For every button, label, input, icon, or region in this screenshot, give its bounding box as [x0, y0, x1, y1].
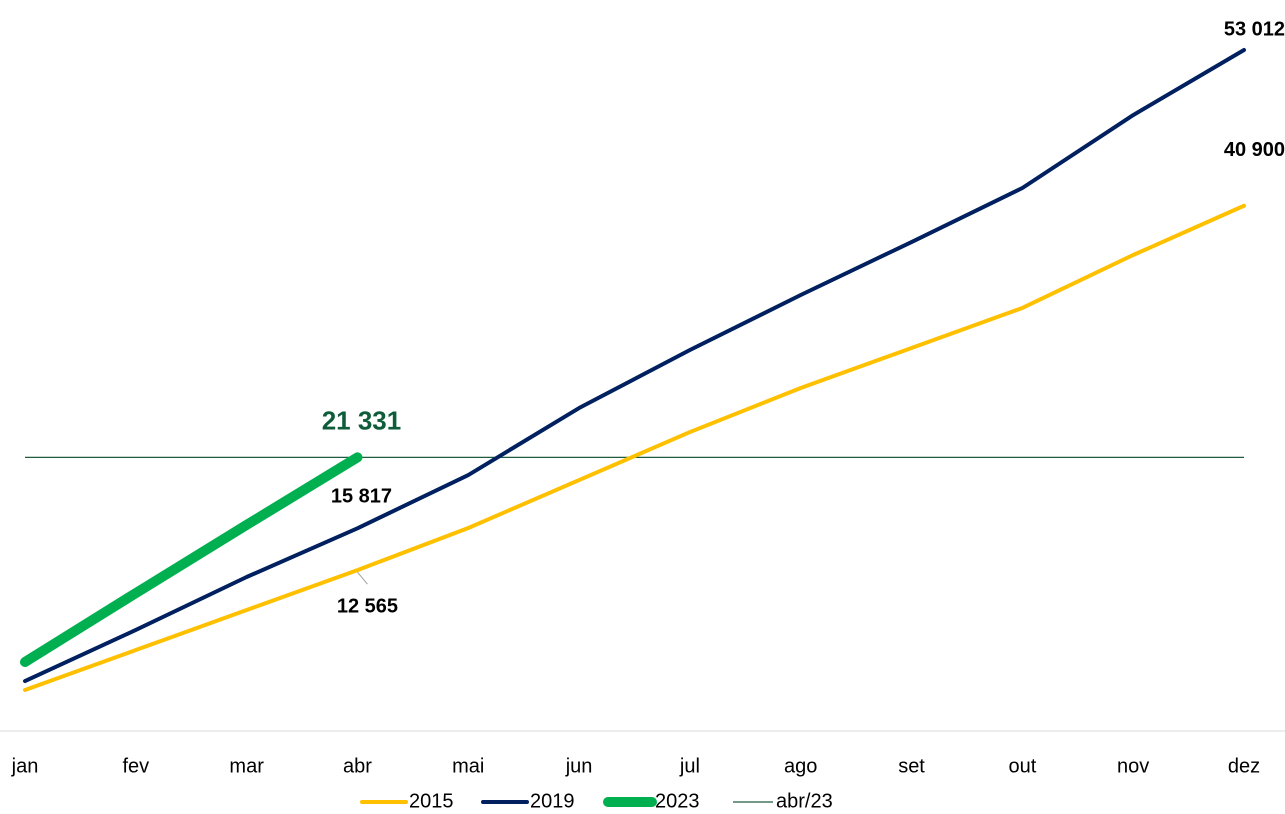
series-line [23, 203, 1246, 692]
data-label: 15 817 [331, 486, 392, 508]
x-tick-label: mai [452, 755, 484, 777]
data-label: 12 565 [337, 595, 398, 617]
x-tick-label: jun [565, 755, 593, 777]
x-tick-label: fev [122, 755, 149, 777]
legend-label: 2019 [530, 790, 575, 812]
data-label: 21 331 [322, 405, 402, 435]
x-tick-label: nov [1117, 755, 1149, 777]
legend-label: 2023 [655, 790, 700, 812]
leader-line [357, 571, 368, 585]
series-line [23, 47, 1246, 684]
series-line [20, 452, 363, 668]
x-tick-label: ago [784, 755, 817, 777]
x-tick-label: mar [229, 755, 264, 777]
data-label: 53 012 [1224, 18, 1285, 40]
legend-label: 2015 [409, 790, 454, 812]
x-tick-label: dez [1228, 755, 1260, 777]
x-tick-label: set [898, 755, 925, 777]
x-tick-label: abr [343, 755, 372, 777]
x-tick-label: jan [11, 755, 39, 777]
x-tick-label: out [1008, 755, 1036, 777]
data-label: 40 900 [1224, 139, 1285, 161]
x-tick-label: jul [679, 755, 700, 777]
legend-label: abr/23 [776, 790, 833, 812]
